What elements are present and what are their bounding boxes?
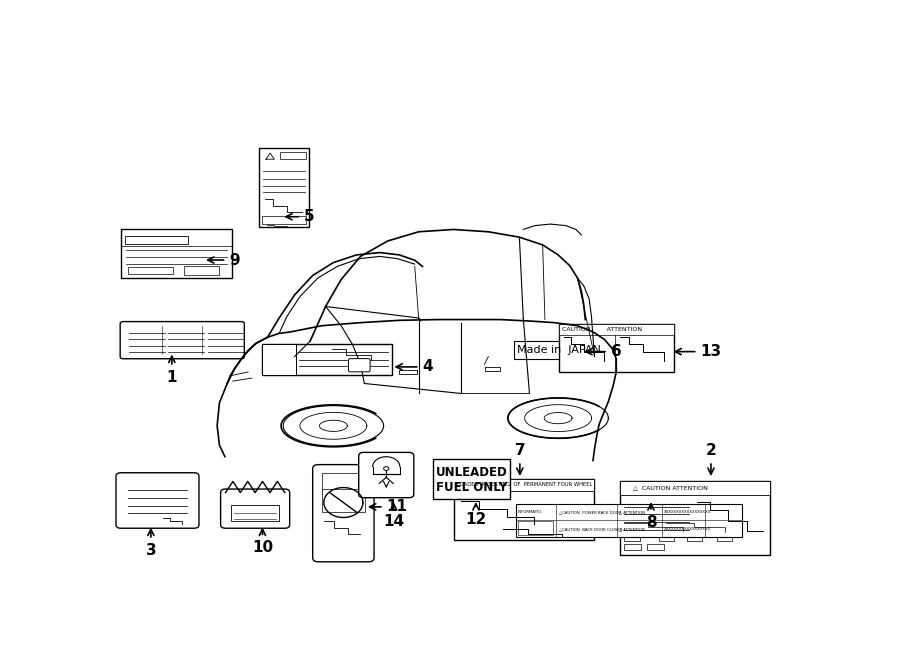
Bar — [125, 235, 188, 244]
Bar — [322, 473, 365, 494]
Text: △ ATTENTION: △ ATTENTION — [619, 527, 645, 531]
Text: 2: 2 — [706, 444, 716, 474]
Text: LOADED IM TESTING  OF  PERMANENT FOUR WHEEL: LOADED IM TESTING OF PERMANENT FOUR WHEE… — [457, 483, 592, 487]
Text: 9: 9 — [208, 253, 240, 268]
Text: UNLEADED: UNLEADED — [436, 466, 508, 479]
FancyBboxPatch shape — [312, 465, 374, 562]
Text: CAUTION        ATTENTION: CAUTION ATTENTION — [562, 327, 643, 332]
Bar — [259, 148, 310, 227]
Bar — [454, 479, 594, 540]
Text: 3: 3 — [146, 529, 157, 558]
Bar — [514, 342, 604, 360]
Bar — [625, 543, 641, 550]
Text: INFORMATIO: INFORMATIO — [518, 510, 542, 514]
Bar — [559, 324, 674, 335]
Bar — [263, 344, 296, 375]
Text: 11: 11 — [370, 499, 408, 514]
Bar — [263, 344, 392, 375]
Text: △CAUTION  POWER BACK DOOR: △CAUTION POWER BACK DOOR — [559, 510, 621, 514]
Bar — [121, 229, 232, 278]
Bar — [454, 479, 594, 491]
Text: 1: 1 — [166, 356, 177, 385]
Text: Made in  JAPAN: Made in JAPAN — [517, 345, 601, 356]
Text: 4: 4 — [396, 360, 433, 374]
FancyBboxPatch shape — [359, 452, 414, 498]
Bar — [620, 481, 770, 494]
Text: △CAUTION  BACK DOOR CLOSER: △CAUTION BACK DOOR CLOSER — [559, 527, 623, 531]
Bar — [659, 535, 674, 541]
Bar — [620, 481, 770, 555]
FancyBboxPatch shape — [348, 359, 370, 372]
Text: 5: 5 — [286, 210, 314, 224]
Bar — [716, 535, 732, 541]
Text: 10: 10 — [252, 529, 273, 555]
Text: 6: 6 — [586, 344, 622, 359]
Text: XXXXXXXXXXXXXXXXXX: XXXXXXXXXXXXXXXXXX — [664, 510, 712, 514]
Bar — [559, 324, 674, 372]
Bar — [400, 370, 417, 375]
Bar — [434, 459, 510, 499]
FancyBboxPatch shape — [220, 489, 290, 528]
Bar — [484, 367, 500, 371]
Text: 13: 13 — [675, 344, 722, 359]
Bar — [262, 216, 306, 224]
Bar — [518, 521, 553, 535]
FancyBboxPatch shape — [116, 473, 199, 528]
Text: △ ATTENTION: △ ATTENTION — [619, 510, 645, 514]
Bar — [280, 152, 306, 159]
Text: △  CAUTION ATTENTION: △ CAUTION ATTENTION — [633, 486, 707, 490]
Text: FUEL ONLY: FUEL ONLY — [436, 481, 508, 494]
Text: XXXXXXXXXXXXXXXXXX: XXXXXXXXXXXXXXXXXX — [664, 527, 712, 531]
Text: 8: 8 — [645, 504, 656, 529]
Bar — [647, 543, 663, 550]
FancyBboxPatch shape — [121, 322, 244, 359]
Bar — [184, 266, 219, 275]
Bar — [687, 535, 702, 541]
Bar — [128, 266, 173, 274]
Bar — [231, 505, 279, 521]
Bar — [322, 489, 365, 512]
Text: 7: 7 — [515, 444, 526, 474]
Text: 14: 14 — [383, 504, 404, 529]
Bar — [516, 504, 742, 537]
Text: 12: 12 — [465, 504, 487, 527]
Bar — [625, 535, 640, 541]
